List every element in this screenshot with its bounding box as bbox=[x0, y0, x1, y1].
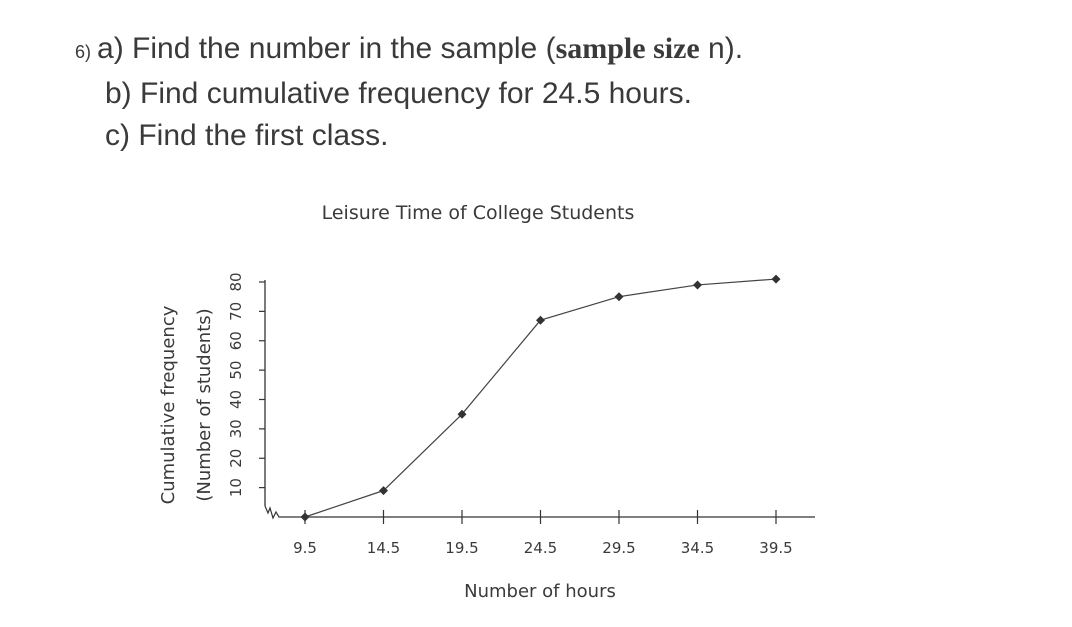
x-axis-title: Number of hours bbox=[464, 581, 616, 602]
y-tick-label: 30 bbox=[227, 419, 245, 438]
axes bbox=[264, 280, 815, 520]
question-part-c: c) Find the first class. bbox=[105, 119, 389, 152]
data-point bbox=[300, 512, 310, 522]
axis-break bbox=[264, 505, 283, 520]
series-line bbox=[304, 278, 777, 518]
y-tick-label: 50 bbox=[227, 361, 245, 380]
question-part-a: 6) a) Find the number in the sample (samp… bbox=[75, 32, 744, 65]
data-point bbox=[536, 315, 545, 325]
data-point bbox=[693, 280, 702, 290]
y-axis-title-line1: Cumulative frequency bbox=[158, 305, 179, 504]
chart-title: Leisure Time of College Students bbox=[322, 202, 635, 224]
y-tick-label: 70 bbox=[227, 302, 245, 321]
x-tick-label: 19.5 bbox=[445, 539, 478, 557]
x-tick-label: 9.5 bbox=[293, 539, 317, 557]
series bbox=[300, 274, 781, 522]
data-point bbox=[771, 274, 781, 284]
x-ticks: 9.5 14.5 19.5 24.5 29.5 34.5 39.5 bbox=[293, 510, 793, 557]
y-tick-label: 60 bbox=[227, 331, 245, 350]
y-tick-label: 10 bbox=[227, 478, 245, 497]
y-axis-title-line2: (Number of students) bbox=[194, 308, 215, 501]
data-point bbox=[379, 486, 388, 496]
y-tick-label: 80 bbox=[227, 272, 245, 291]
question-text: 6) a) Find the number in the sample (samp… bbox=[75, 28, 743, 157]
question-part-b: b) Find cumulative frequency for 24.5 ho… bbox=[105, 77, 692, 110]
x-tick-label: 14.5 bbox=[367, 539, 400, 557]
y-tick-label: 40 bbox=[227, 390, 245, 409]
sample-size-term: sample size bbox=[555, 32, 700, 65]
x-tick-label: 34.5 bbox=[681, 539, 714, 557]
x-tick-label: 39.5 bbox=[759, 539, 792, 557]
y-tick-label: 20 bbox=[227, 449, 245, 468]
x-tick-label: 29.5 bbox=[602, 539, 635, 557]
data-point bbox=[614, 292, 624, 302]
x-tick-label: 24.5 bbox=[524, 539, 557, 557]
y-ticks: 10 20 30 40 50 60 70 80 bbox=[227, 272, 265, 497]
data-point bbox=[457, 409, 467, 419]
question-number: 6) bbox=[75, 42, 92, 62]
